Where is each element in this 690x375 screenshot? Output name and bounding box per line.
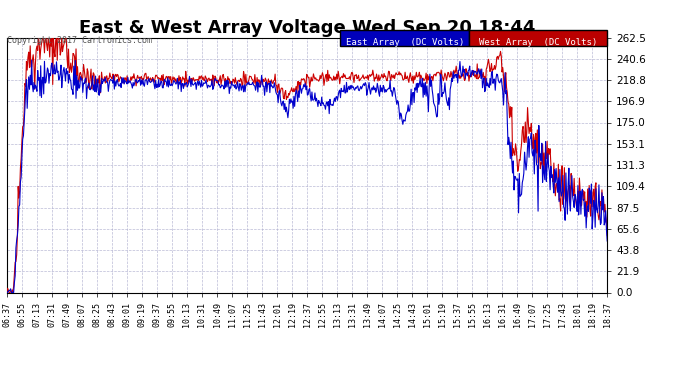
Text: Copyright 2017 Cartronics.com: Copyright 2017 Cartronics.com bbox=[7, 36, 152, 45]
Title: East & West Array Voltage Wed Sep 20 18:44: East & West Array Voltage Wed Sep 20 18:… bbox=[79, 20, 535, 38]
FancyBboxPatch shape bbox=[340, 30, 469, 46]
Text: East Array  (DC Volts): East Array (DC Volts) bbox=[346, 38, 464, 47]
Text: West Array  (DC Volts): West Array (DC Volts) bbox=[479, 38, 598, 47]
FancyBboxPatch shape bbox=[469, 30, 607, 46]
